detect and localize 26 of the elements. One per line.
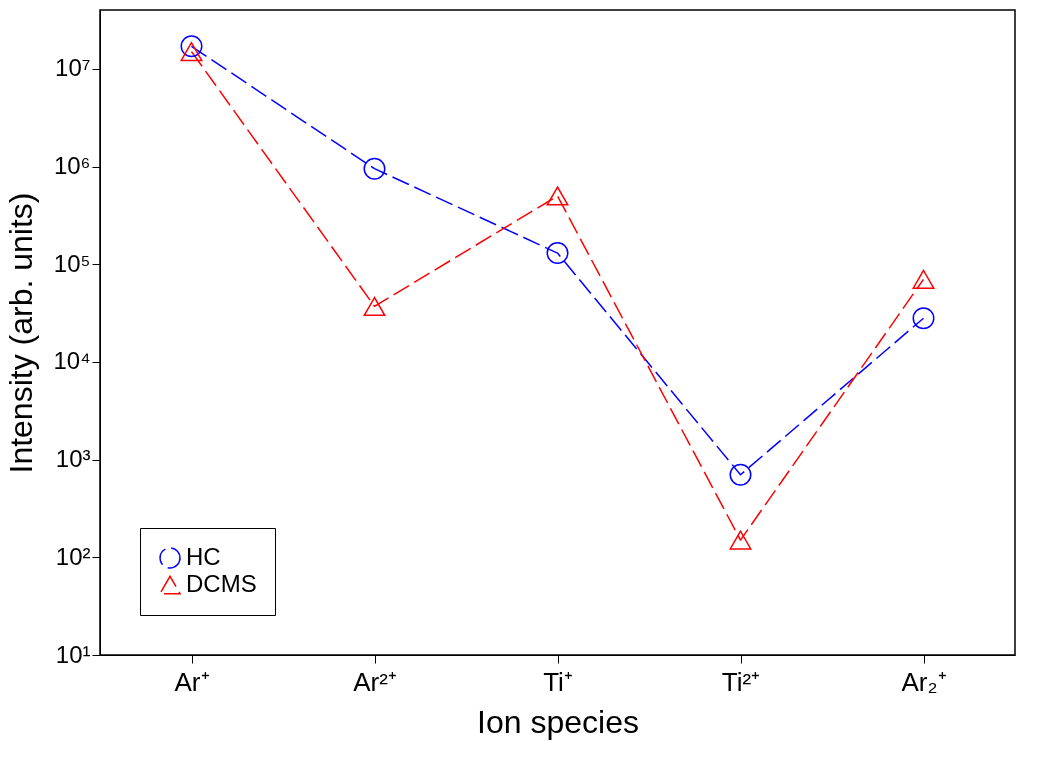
y-tick-label: 10⁶ (53, 152, 91, 180)
point (363, 157, 386, 180)
point (546, 242, 569, 265)
point (729, 463, 752, 486)
y-tick-label: 10⁴ (53, 347, 91, 375)
point (912, 269, 935, 289)
x-axis-title: Ion species (477, 703, 639, 740)
legend-label: DCMS (186, 570, 257, 597)
point (180, 35, 203, 58)
point (729, 530, 752, 550)
y-tick-label: 10¹ (55, 640, 91, 668)
x-tick-label: Ar⁺ (174, 666, 210, 697)
y-tick-label: 10⁵ (53, 249, 91, 277)
x-tick-label: Ar₂⁺ (901, 666, 947, 697)
y-axis-title: Intensity (arb. units) (3, 192, 40, 474)
point (180, 41, 203, 62)
x-tick-label: Ar²⁺ (353, 666, 397, 697)
x-tick-label: Ti²⁺ (721, 666, 761, 697)
point (912, 307, 935, 330)
x-tick-label: Ti⁺ (543, 666, 573, 697)
legend-label: HC (186, 543, 221, 570)
y-tick-label: 10⁷ (55, 54, 91, 82)
point (363, 296, 386, 317)
y-tick-label: 10² (55, 542, 91, 570)
point (546, 186, 569, 206)
y-tick-label: 10³ (55, 445, 91, 473)
